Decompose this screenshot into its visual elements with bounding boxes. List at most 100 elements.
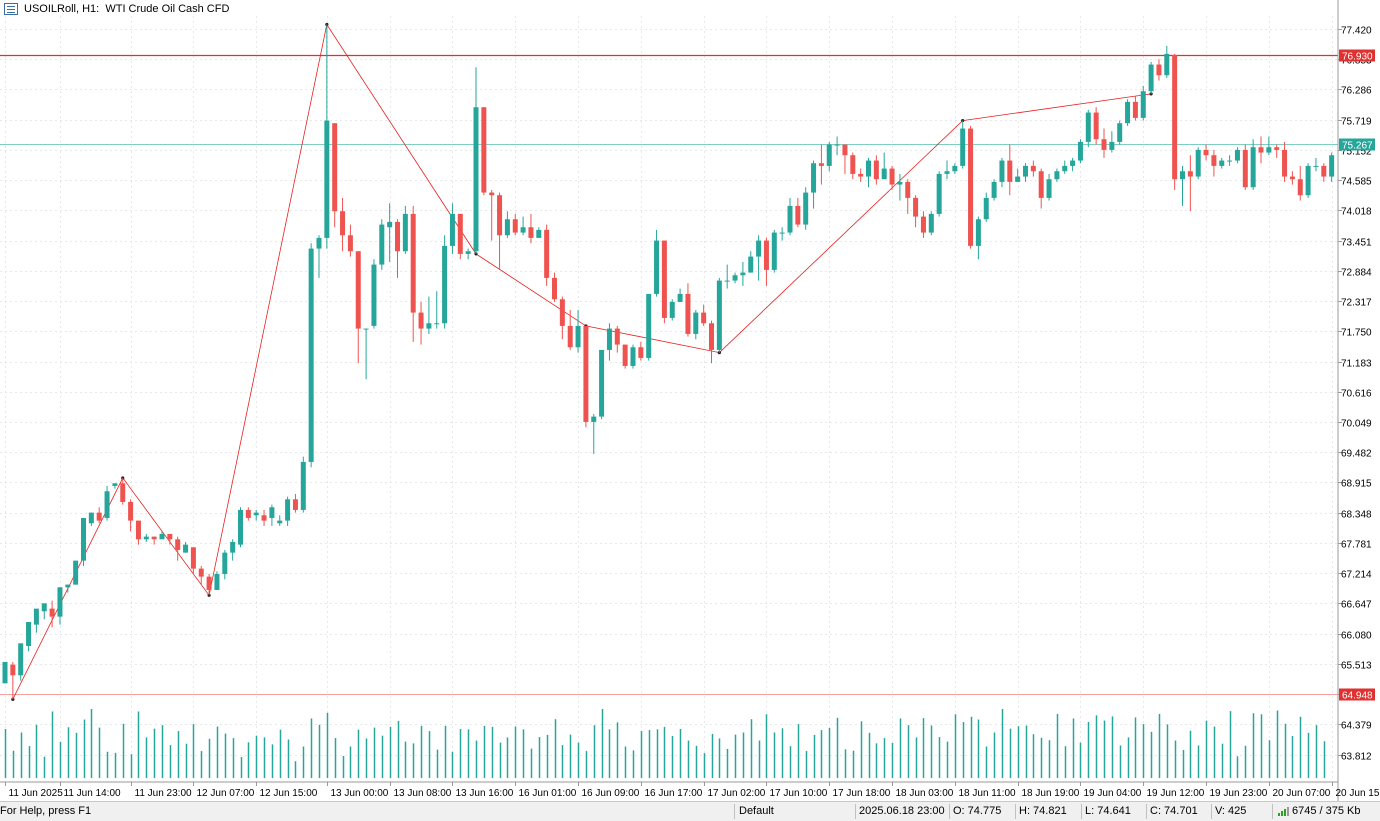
chart-timeframe: H1: [82, 3, 100, 15]
status-profile[interactable]: Default [739, 805, 774, 817]
status-traffic: 6745 / 375 Kb [1292, 805, 1361, 817]
candle-bull [520, 227, 526, 233]
candle-bull [599, 349, 605, 417]
status-bar: For Help, press F1 Default 2025.06.18 23… [0, 801, 1380, 821]
candle-bull [449, 213, 455, 246]
candle-bull [159, 533, 165, 540]
candle-bull [740, 272, 746, 276]
price-tick-label: 74.585 [1341, 177, 1372, 188]
level-label-box [1339, 49, 1375, 62]
price-tick-label: 72.884 [1341, 268, 1372, 279]
candle-bull [65, 584, 71, 588]
candle-bear [1007, 160, 1013, 182]
candle-bull [57, 587, 63, 617]
candle-bull [1305, 165, 1311, 196]
candle-bull [944, 171, 950, 174]
time-tick-label: 17 Jun 18:00 [833, 788, 891, 799]
status-separator [855, 804, 856, 819]
candle-bear [968, 128, 974, 246]
candle-bear [512, 219, 518, 233]
candle-bull [88, 512, 94, 524]
candle-bull [1070, 160, 1076, 166]
price-tick-label: 76.286 [1341, 86, 1372, 97]
candle-bear [1289, 176, 1295, 180]
time-tick-label: 19 Jun 23:00 [1210, 788, 1268, 799]
candle-bull [983, 197, 989, 220]
candle-bull [41, 603, 47, 612]
candle-bull [811, 163, 817, 193]
candle-bear [190, 547, 196, 569]
candle-bear [340, 211, 346, 236]
candle-bull [18, 643, 24, 676]
candlesticks [2, 24, 1335, 700]
candle-bull [363, 328, 369, 330]
candle-bear [1101, 139, 1107, 150]
level-label-box [1339, 688, 1375, 701]
candle-bull [1329, 155, 1335, 177]
candle-bull [1109, 141, 1115, 150]
status-open: O: 74.775 [953, 805, 1002, 817]
time-tick-label: 11 Jun 23:00 [135, 788, 193, 799]
price-tick-label: 68.348 [1341, 510, 1372, 521]
candle-bear [261, 515, 267, 521]
price-tick-label: 71.750 [1341, 328, 1372, 339]
candle-bull [1077, 141, 1083, 161]
price-axis[interactable]: 77.42076.85376.28675.71975.15274.58574.0… [1338, 26, 1372, 763]
volume-histogram [4, 709, 1326, 778]
price-tick-label: 67.781 [1341, 540, 1372, 551]
connection-signal-icon [1278, 806, 1289, 816]
price-tick-label: 72.317 [1341, 298, 1372, 309]
zigzag-line [12, 23, 1152, 700]
price-chart[interactable]: 77.42076.85376.28675.71975.15274.58574.0… [0, 0, 1380, 801]
horizontal-levels[interactable] [0, 54, 1338, 695]
level-label-text: 75.267 [1342, 141, 1373, 152]
candle-bear [332, 123, 338, 212]
candle-bull [732, 275, 738, 281]
candle-bear [489, 192, 495, 196]
candle-bull [724, 280, 730, 282]
candle-bull [442, 245, 448, 324]
candle-bull [771, 232, 777, 270]
candle-bull [606, 328, 612, 350]
time-tick-label: 13 Jun 16:00 [456, 788, 514, 799]
candle-bull [316, 237, 322, 249]
candle-bear [347, 235, 353, 252]
candle-bull [73, 560, 79, 585]
candle-bear [583, 325, 589, 422]
candle-bear [1274, 147, 1280, 150]
candle-bear [418, 312, 424, 329]
chart-title-bar: USOILRoll, H1: WTI Crude Oil Cash CFD [0, 0, 229, 18]
price-tick-label: 77.420 [1341, 26, 1372, 37]
time-tick-label: 17 Jun 02:00 [708, 788, 766, 799]
candle-bear [544, 229, 550, 278]
candle-bear [858, 173, 864, 177]
time-tick-label: 20 Jun 15:00 [1336, 788, 1380, 799]
candle-bull [387, 221, 393, 228]
candle-bear [701, 312, 707, 324]
candle-bull [834, 144, 840, 146]
candle-bull [277, 520, 283, 524]
candle-bull [269, 507, 275, 518]
time-tick-label: 11 Jun 2025 [9, 788, 64, 799]
candle-bull [1180, 171, 1185, 180]
chart-grid [0, 16, 1338, 782]
candle-bear [1321, 165, 1327, 177]
candle-bear [395, 221, 400, 252]
candle-bull [1015, 176, 1021, 182]
time-tick-label: 11 Jun 14:00 [64, 788, 122, 799]
candle-bear [198, 568, 204, 577]
chart-menu-icon[interactable] [4, 3, 18, 15]
price-tick-label: 69.482 [1341, 449, 1372, 460]
time-tick-label: 18 Jun 03:00 [896, 788, 954, 799]
candle-bear [795, 205, 801, 225]
candle-bull [1140, 91, 1146, 118]
candle-bull [826, 144, 832, 166]
candle-bear [842, 144, 848, 156]
time-axis[interactable]: 11 Jun 2025 11 Jun 14:00 11 Jun 23:00 12 Ju… [5, 782, 1380, 799]
candle-bull [371, 264, 377, 326]
status-connection[interactable]: 6745 / 375 Kb [1278, 802, 1361, 821]
candle-bear [1203, 149, 1209, 156]
candle-bull [1195, 149, 1201, 177]
candle-bull [1148, 64, 1154, 92]
price-tick-label: 74.018 [1341, 207, 1372, 218]
